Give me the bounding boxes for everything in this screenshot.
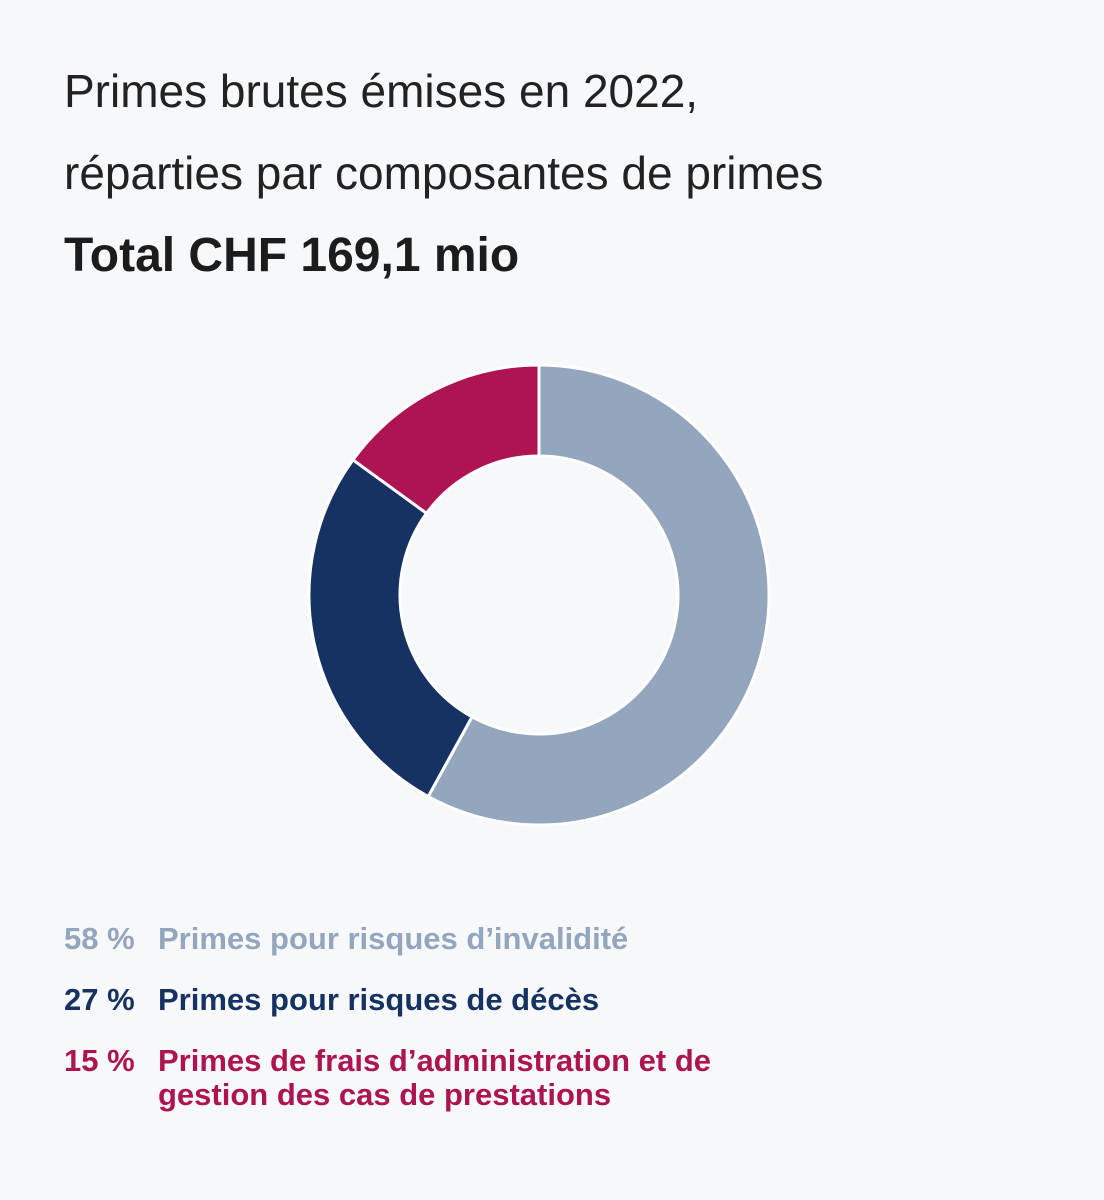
- chart-header: Primes brutes émises en 2022, réparties …: [64, 50, 1064, 298]
- legend-label: Primes pour risques de décès: [158, 982, 600, 1017]
- legend-item-deces: 27 % Primes pour risques de décès: [64, 983, 1064, 1017]
- donut-slice-1: [307, 458, 474, 799]
- legend-label: Primes de frais d’administration et de g…: [158, 1043, 711, 1112]
- donut-slice-2: [351, 363, 541, 515]
- legend-item-frais-administration: 15 % Primes de frais d’administration et…: [64, 1044, 1064, 1112]
- legend-item-invalidite: 58 % Primes pour risques d’invalidité: [64, 922, 1064, 956]
- chart-total: Total CHF 169,1 mio: [64, 229, 520, 282]
- chart-legend: 58 % Primes pour risques d’invalidité 27…: [64, 922, 1064, 1139]
- legend-percent: 15 %: [64, 1043, 135, 1078]
- legend-label: Primes pour risques d’invalidité: [158, 921, 629, 956]
- donut-slice-0: [426, 363, 771, 827]
- chart-title-line-2: réparties par composantes de primes: [64, 147, 824, 199]
- legend-percent: 58 %: [64, 921, 135, 956]
- legend-percent: 27 %: [64, 982, 135, 1017]
- chart-title-line-1: Primes brutes émises en 2022,: [64, 65, 699, 117]
